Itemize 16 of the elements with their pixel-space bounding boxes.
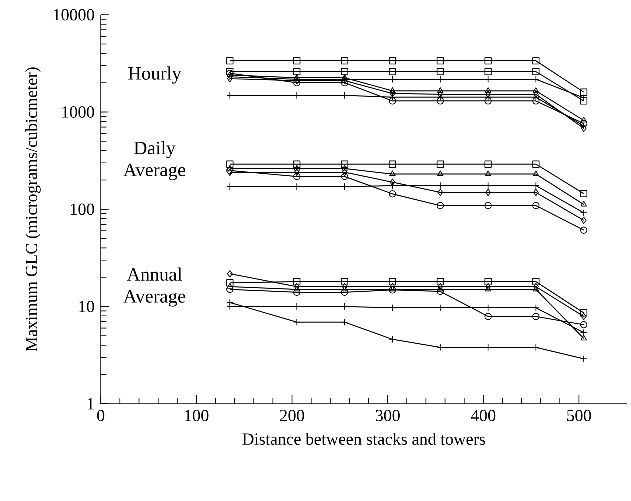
- annotation: Hourly: [128, 66, 182, 84]
- x-tick-label: 200: [280, 410, 304, 422]
- x-tick-label: 300: [376, 410, 400, 422]
- x-tick-label: 0: [97, 410, 105, 422]
- annotation: Daily Average: [124, 141, 186, 180]
- y-tick-label: 10: [80, 301, 94, 312]
- x-tick-label: 400: [471, 410, 496, 422]
- y-tick-label: 100: [71, 204, 94, 216]
- y-tick-label: 1: [88, 398, 94, 410]
- x-tick-label: 500: [567, 410, 592, 422]
- x-axis-title: Distance between stacks and towers: [242, 433, 486, 446]
- y-axis-title: Maximum GLC (micrograms/cubicmeter): [26, 68, 41, 352]
- y-tick-label: 1000: [62, 106, 94, 118]
- y-tick-label: 10000: [54, 9, 94, 21]
- annotation: Annual Average: [124, 268, 186, 307]
- x-tick-label: 100: [185, 410, 209, 422]
